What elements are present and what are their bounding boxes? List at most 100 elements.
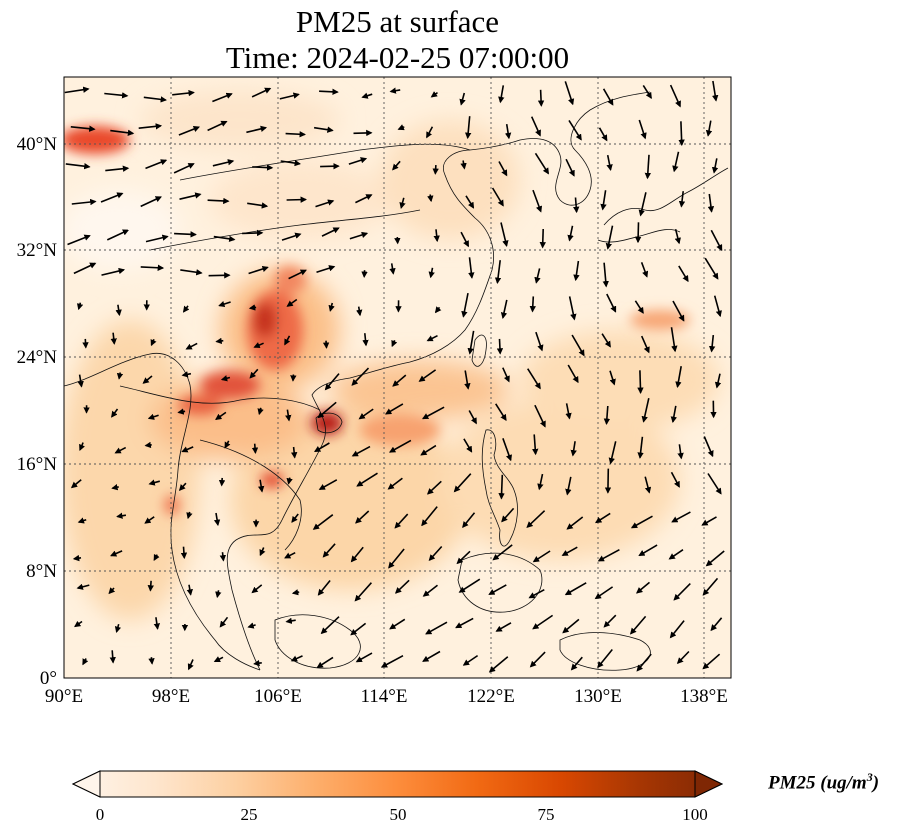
wind-arrow [422, 584, 438, 597]
wind-arrow [641, 398, 650, 423]
wind-arrow [153, 553, 160, 562]
wind-arrow [322, 340, 330, 349]
wind-arrow [70, 479, 82, 489]
wind-arrow [434, 306, 442, 314]
colorbar-tick-label: 75 [538, 805, 555, 824]
wind-arrow [220, 375, 231, 382]
wind-arrow [351, 445, 371, 457]
wind-arrow [280, 159, 301, 167]
wind-arrow [460, 160, 467, 170]
wind-arrow [668, 549, 684, 560]
wind-arrow [422, 650, 441, 662]
wind-arrow [213, 512, 221, 527]
wind-arrow [247, 622, 256, 629]
wind-arrow [208, 272, 231, 279]
wind-arrow [427, 194, 434, 203]
wind-arrow [462, 654, 479, 666]
wind-arrow [249, 368, 259, 379]
wind-arrow [500, 222, 509, 247]
wind-arrow [597, 548, 620, 562]
wind-arrow [671, 511, 691, 523]
wind-arrow [534, 268, 541, 284]
colorbar-extend-high [694, 770, 724, 798]
wind-arrow [143, 96, 167, 103]
wind-arrow [384, 403, 404, 415]
wind-arrow [251, 584, 263, 594]
wind-arrow [187, 659, 194, 671]
wind-arrow [328, 302, 335, 312]
wind-arrow [178, 126, 200, 136]
wind-arrow [609, 370, 616, 386]
lat-tick-labels: 0° 8°N 16°N 24°N 32°N 40°N [17, 134, 58, 689]
wind-arrow [453, 473, 472, 493]
wind-arrow [573, 260, 580, 282]
wind-arrow [534, 404, 546, 428]
wind-arrow [106, 229, 130, 241]
wind-arrow [602, 88, 614, 106]
wind-arrow [669, 84, 681, 108]
wind-arrow [421, 406, 445, 420]
wind-arrow [281, 232, 302, 241]
wind-arrow [259, 547, 266, 557]
wind-arrow [65, 162, 91, 170]
axis-ticks: 90°E 98°E 106°E 114°E 122°E 130°E 138°E … [17, 134, 728, 707]
wind-arrow [566, 516, 584, 530]
wind-arrow [567, 225, 574, 242]
wind-arrow [564, 582, 587, 596]
wind-arrow [355, 652, 373, 663]
wind-arrow [178, 482, 187, 491]
wind-arrow [399, 197, 406, 209]
wind-arrow [362, 333, 369, 347]
wind-arrow [501, 507, 515, 523]
wind-arrow [391, 339, 398, 348]
colorbar-tick-label: 50 [390, 805, 407, 824]
wind-arrow [77, 374, 84, 388]
wind-arrow [676, 650, 690, 665]
wind-arrow [144, 516, 155, 524]
wind-arrow [495, 403, 507, 421]
wind-arrow [392, 160, 401, 171]
wind-arrow [462, 512, 476, 528]
wind-arrow [76, 583, 90, 590]
wind-arrow [433, 229, 440, 243]
wind-arrow [464, 370, 471, 390]
wind-arrow [608, 441, 617, 465]
wind-arrow [532, 614, 554, 630]
wind-arrow [418, 369, 437, 382]
lat-tick-label: 24°N [17, 347, 58, 368]
wind-arrow [425, 621, 448, 635]
wind-arrow [570, 656, 583, 671]
wind-arrow [568, 296, 577, 321]
wind-arrow [601, 333, 611, 348]
wind-arrow [567, 364, 579, 384]
wind-arrow [285, 409, 292, 422]
wind-arrow [82, 338, 89, 349]
wind-arrow [279, 92, 300, 100]
wind-arrow [571, 334, 585, 357]
wind-arrow [74, 620, 83, 628]
wind-arrow [212, 92, 233, 103]
wind-arrow [458, 578, 481, 593]
wind-arrow [573, 197, 580, 214]
wind-arrow [290, 655, 303, 662]
wind-arrow [73, 262, 97, 275]
colorbar-label-main: PM25 (ug/m [768, 772, 867, 794]
wind-arrow [526, 510, 546, 528]
wind-arrow [351, 367, 370, 386]
wind-arrow [672, 300, 685, 322]
wind-arrow [461, 292, 469, 318]
lon-tick-label: 114°E [361, 686, 408, 707]
wind-arrow [284, 335, 291, 346]
wind-arrow [496, 338, 504, 355]
wind-arrow [79, 442, 85, 451]
wind-arrow [224, 440, 231, 449]
wind-arrow [704, 257, 719, 280]
wind-arrow [315, 199, 335, 208]
wind-arrow [392, 374, 407, 387]
wind-arrow [253, 659, 262, 667]
wind-arrow [495, 622, 512, 632]
wind-arrow [174, 231, 197, 238]
wind-arrow [670, 327, 678, 353]
wind-arrow [145, 234, 169, 243]
wind-arrow [602, 262, 609, 288]
